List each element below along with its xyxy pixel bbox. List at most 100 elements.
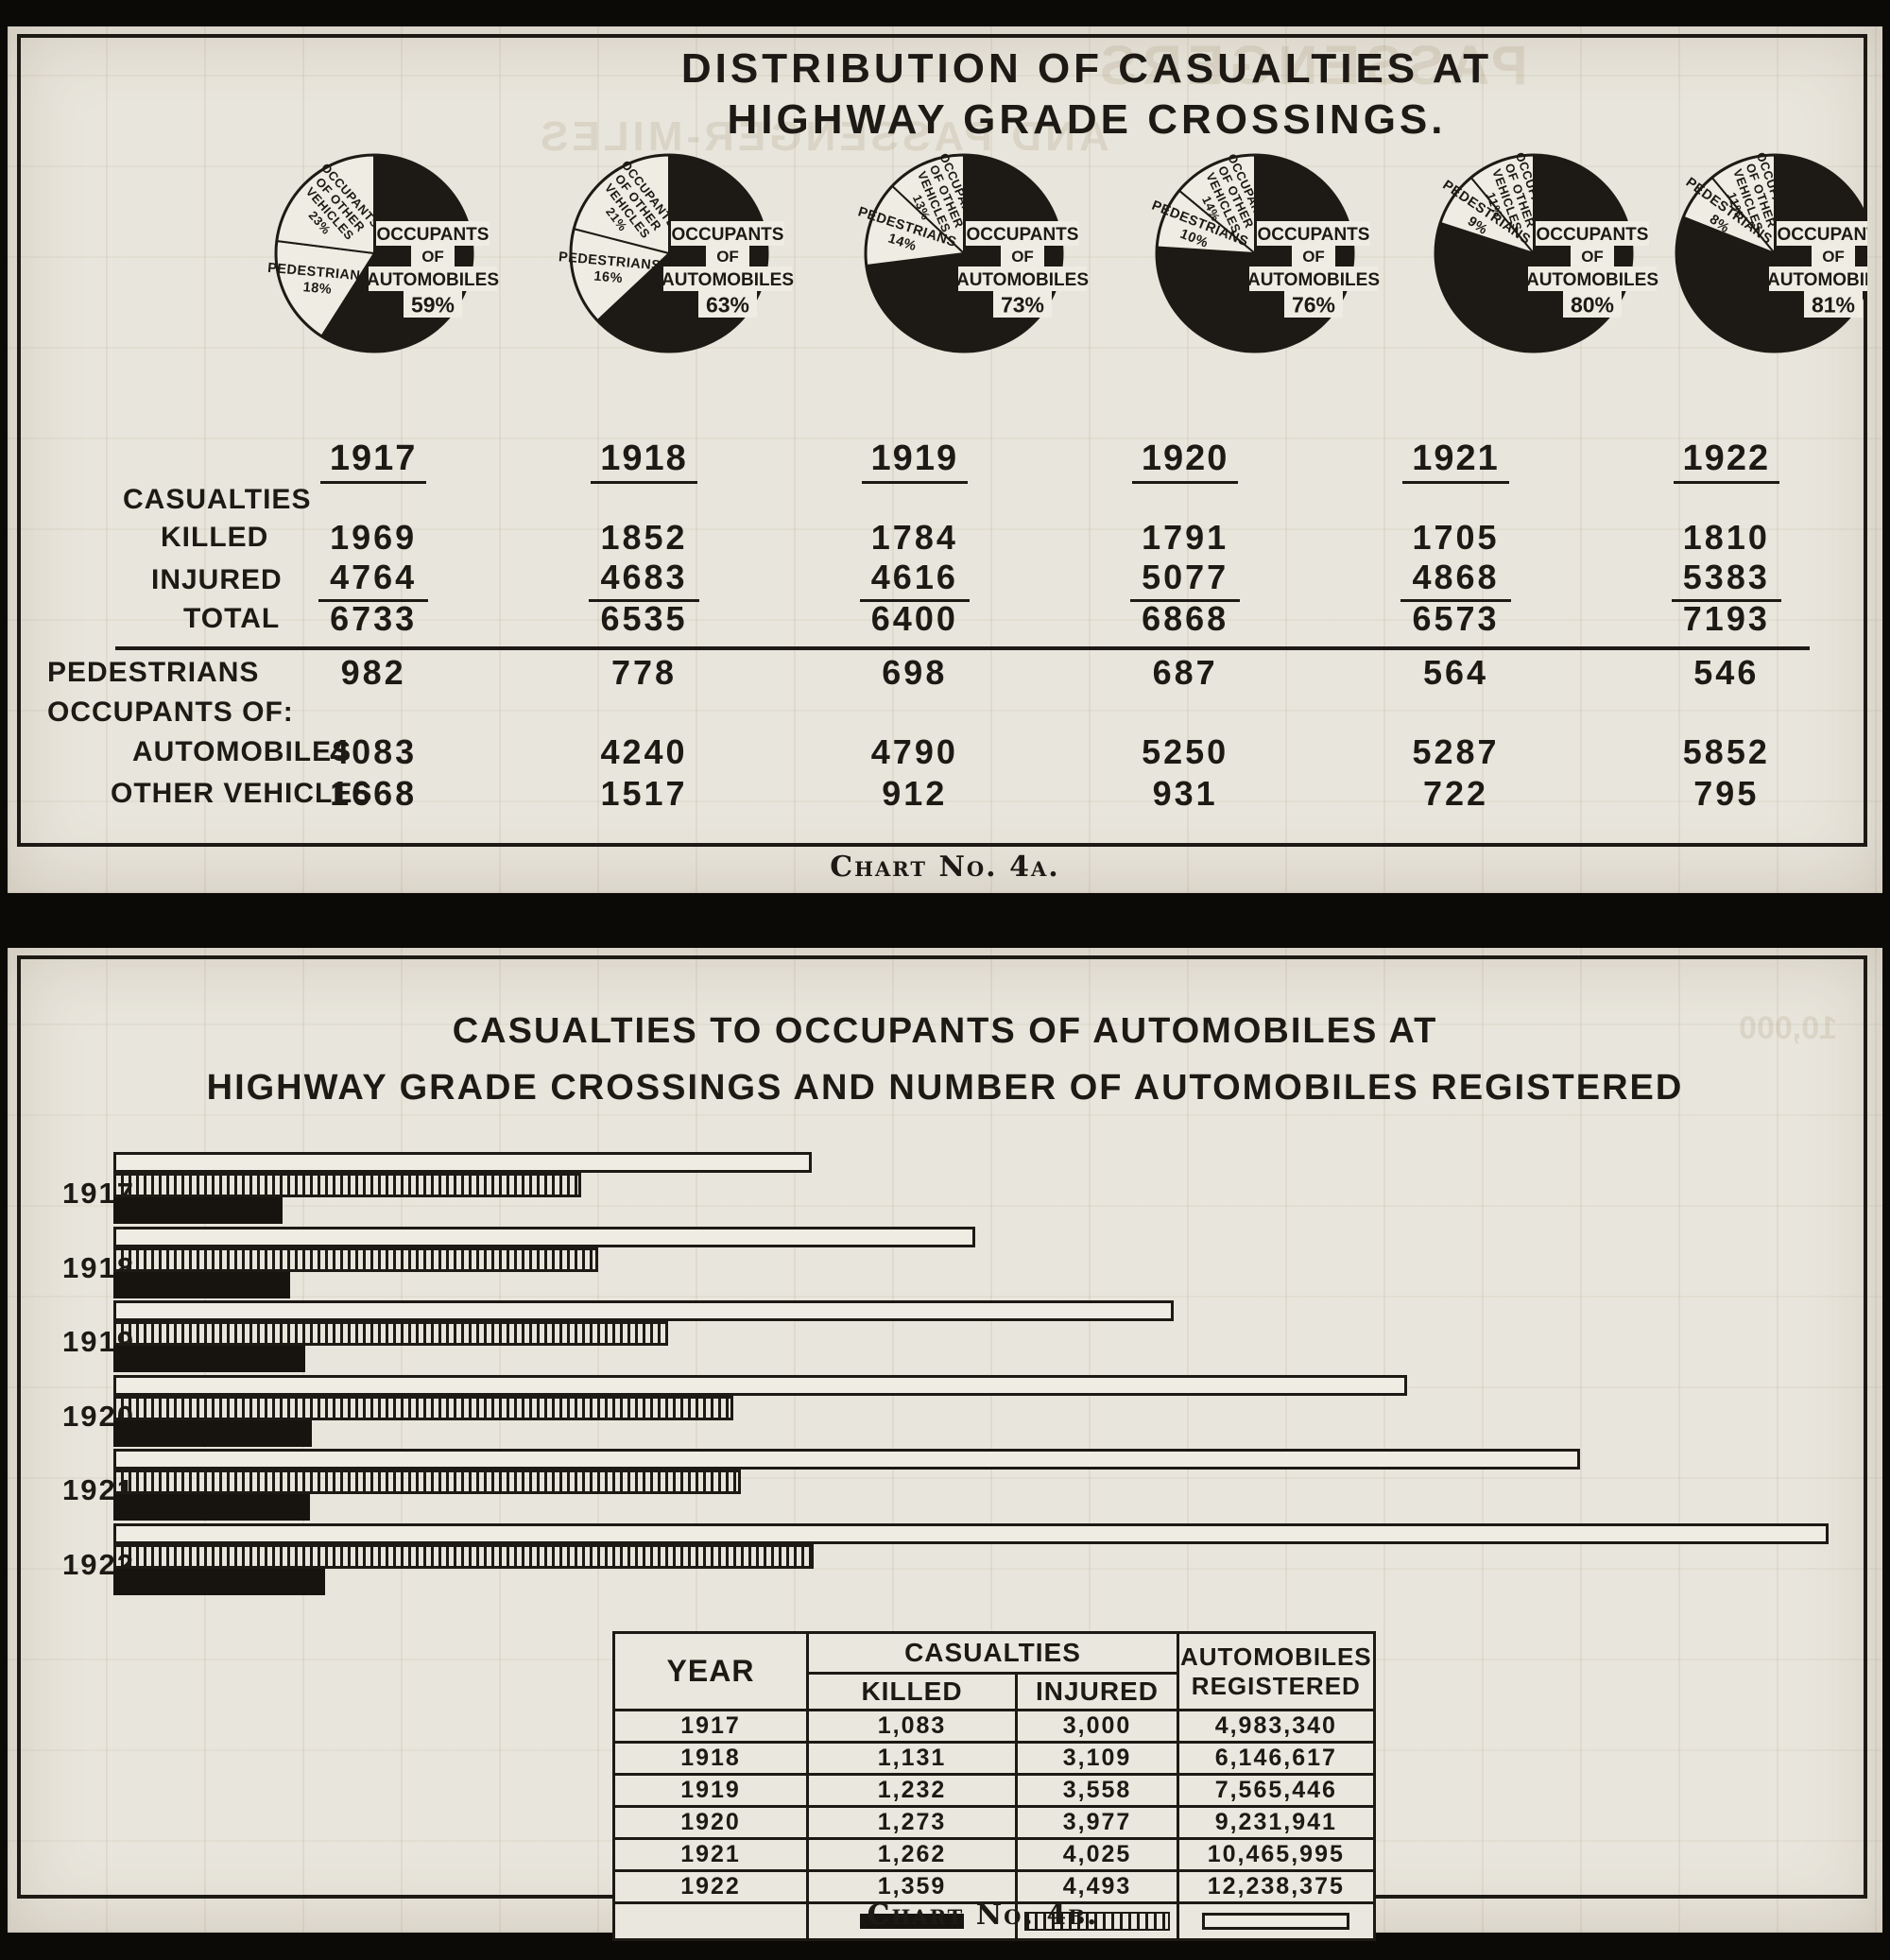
pie-center-label-box bbox=[404, 291, 462, 318]
bar-killed-1919 bbox=[113, 1346, 305, 1372]
table-cell: 6573 bbox=[1412, 599, 1500, 638]
pie-center-label-box bbox=[1001, 246, 1044, 266]
table-cell: 564 bbox=[1422, 653, 1489, 692]
cell-injured: 3,000 bbox=[1015, 1709, 1179, 1744]
bar-killed-1917 bbox=[113, 1197, 283, 1224]
table-cell: 5383 bbox=[1591, 558, 1862, 602]
table-cell: 1784 bbox=[870, 518, 958, 557]
pie-center-label-box bbox=[663, 266, 792, 291]
pie-center-label-box bbox=[1284, 291, 1343, 318]
chart-4a-title-line2: HIGHWAY GRADE CROSSINGS. bbox=[727, 96, 1447, 143]
table-cell: 546 bbox=[1693, 653, 1760, 692]
chart-4a-panel: PASSENGERS AND PASSENGER-MILES DISTRIBUT… bbox=[8, 26, 1882, 893]
table-cell: 931 bbox=[1152, 774, 1218, 813]
underlined-value: 5383 bbox=[1671, 558, 1781, 602]
casualty-distribution-table: 1917 1918 1919 1920 1921 1922 CASUALTIES KILLED… bbox=[21, 438, 1862, 815]
table-cell: 4083 bbox=[330, 732, 418, 771]
pie-label-automobiles-line2: OF bbox=[716, 248, 739, 266]
table-cell: 778 bbox=[610, 653, 678, 692]
cell-registered: 4,983,340 bbox=[1177, 1709, 1376, 1744]
bar-injured-1920 bbox=[113, 1395, 733, 1420]
bar-killed-1918 bbox=[113, 1271, 290, 1298]
year-header-cell: 1918 bbox=[508, 438, 779, 484]
col-header-year: YEAR bbox=[612, 1631, 809, 1711]
underlined-value: 4764 bbox=[318, 558, 429, 602]
col-header-killed: KILLED bbox=[806, 1672, 1018, 1711]
cell-year: 1918 bbox=[612, 1741, 809, 1776]
pie-center-label-box bbox=[1536, 221, 1649, 246]
chart-4b-caption: Chart No. 4b. bbox=[867, 1899, 1099, 1932]
pie-center-label-box bbox=[993, 291, 1052, 318]
legend-cell-registered bbox=[1177, 1901, 1376, 1941]
legend-cell-injured bbox=[1015, 1901, 1179, 1941]
pie-1921: PEDESTRIANS9% OCCUPANTSOF OTHERVEHICLES11… bbox=[1434, 150, 1658, 353]
pie-label-automobiles-line1: OCCUPANTS bbox=[1537, 225, 1649, 245]
underlined-value: 4616 bbox=[859, 558, 970, 602]
row-label: INJURED bbox=[151, 563, 283, 595]
pie-center-label-box bbox=[1777, 221, 1867, 246]
legend-cell-empty bbox=[612, 1901, 809, 1941]
casualties-registrations-table: YEAR CASUALTIES AUTOMOBILES REGISTERED KILLE… bbox=[612, 1631, 1376, 1941]
pie-center-label-box bbox=[411, 246, 455, 266]
table-cell: 7193 bbox=[1682, 599, 1770, 638]
cell-killed: 1,359 bbox=[806, 1869, 1018, 1904]
row-label: OTHER VEHICLES bbox=[111, 778, 373, 809]
table-cell: 5852 bbox=[1682, 732, 1770, 771]
row-label: AUTOMOBILES bbox=[132, 736, 352, 767]
bar-injured-1921 bbox=[113, 1470, 741, 1494]
table-cell: 4764 bbox=[238, 558, 508, 602]
cell-year: 1919 bbox=[612, 1773, 809, 1808]
pie-label-automobiles-line1: OCCUPANTS bbox=[1258, 225, 1370, 245]
table-cell: 4868 bbox=[1320, 558, 1590, 602]
table-cell: 4240 bbox=[600, 732, 688, 771]
cell-killed: 1,131 bbox=[806, 1741, 1018, 1776]
pie-center-label-box bbox=[369, 266, 497, 291]
year-label: 1918 bbox=[591, 438, 697, 484]
underlined-value: 4868 bbox=[1400, 558, 1511, 602]
cell-killed: 1,232 bbox=[806, 1773, 1018, 1808]
year-header-cell: 1920 bbox=[1050, 438, 1320, 484]
cell-registered: 10,465,995 bbox=[1177, 1837, 1376, 1872]
year-label: 1917 bbox=[319, 438, 427, 484]
row-label: KILLED bbox=[161, 522, 269, 553]
chart-4a-frame bbox=[17, 34, 1867, 847]
cell-registered: 12,238,375 bbox=[1177, 1869, 1376, 1904]
table-cell: 5250 bbox=[1142, 732, 1229, 771]
col-header-casualties: CASUALTIES bbox=[806, 1631, 1179, 1675]
table-divider-rule bbox=[115, 646, 1810, 650]
table-cell: 912 bbox=[882, 774, 948, 813]
cell-injured: 3,558 bbox=[1015, 1773, 1179, 1808]
legend-swatch-registered bbox=[1202, 1913, 1350, 1930]
pie-rim bbox=[1155, 153, 1355, 353]
cell-injured: 3,109 bbox=[1015, 1741, 1179, 1776]
bar-registered-1918 bbox=[113, 1226, 975, 1247]
bar-registered-1921 bbox=[113, 1449, 1580, 1470]
table-row bbox=[21, 641, 1862, 652]
pie-rim bbox=[864, 153, 1064, 353]
pie-label-automobiles-line2: OF bbox=[1822, 248, 1845, 266]
pie-1918: PEDESTRIANS16%OCCUPANTSOF OTHERVEHICLES2… bbox=[558, 153, 794, 353]
pie-center-label-box bbox=[698, 291, 757, 318]
legend-swatch-killed bbox=[860, 1914, 964, 1929]
table-row: KILLED 1969 1852 1784 1791 1705 1810 bbox=[21, 518, 1862, 558]
chart-4a-caption: Chart No. 4a. bbox=[830, 851, 1060, 884]
bar-injured-1917 bbox=[113, 1173, 581, 1197]
table-cell: 5077 bbox=[1050, 558, 1320, 602]
cell-injured: 4,493 bbox=[1015, 1869, 1179, 1904]
pie-center-label-box bbox=[958, 266, 1087, 291]
row-label: PEDESTRIANS bbox=[47, 657, 260, 688]
table-cell: 5287 bbox=[1412, 732, 1500, 771]
underlined-value: 5077 bbox=[1130, 558, 1241, 602]
cell-registered: 7,565,446 bbox=[1177, 1773, 1376, 1808]
table-cell: 6400 bbox=[870, 599, 958, 638]
cell-registered: 9,231,941 bbox=[1177, 1805, 1376, 1840]
table-cell: 1517 bbox=[600, 774, 688, 813]
pie-center-label-box bbox=[1528, 266, 1657, 291]
table-row: TOTAL 6733 6535 6400 6868 6573 7193 bbox=[21, 597, 1862, 641]
pie-center-label-box bbox=[671, 221, 784, 246]
pie-label-automobiles-line3: AUTOMOBILES bbox=[956, 270, 1089, 290]
cell-year: 1922 bbox=[612, 1869, 809, 1904]
table-cell: 1668 bbox=[330, 774, 418, 813]
pie-center-label-box bbox=[1804, 291, 1863, 318]
pie-center-label-box bbox=[966, 221, 1079, 246]
